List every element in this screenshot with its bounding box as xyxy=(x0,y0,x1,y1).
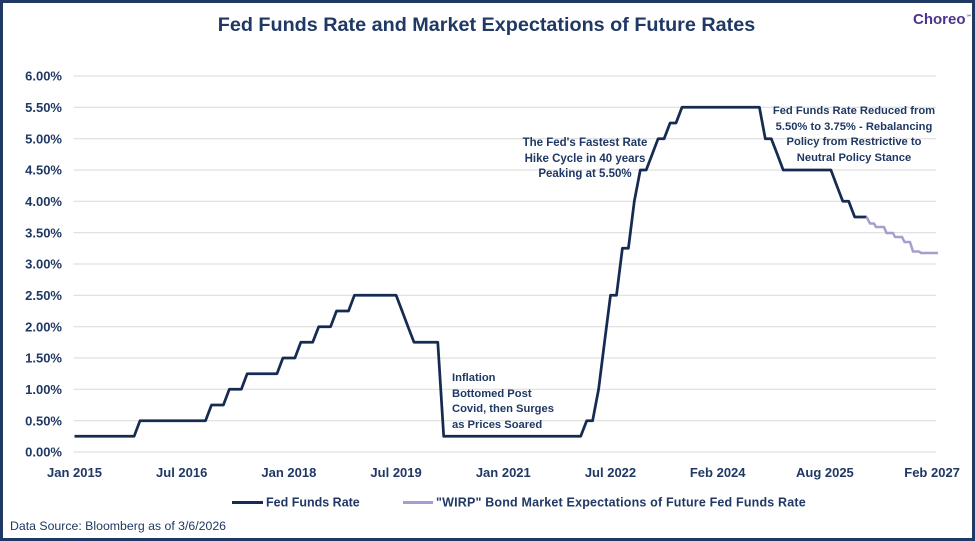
svg-text:Jan 2015: Jan 2015 xyxy=(47,465,102,480)
svg-text:Aug 2025: Aug 2025 xyxy=(796,465,854,480)
svg-text:2.00%: 2.00% xyxy=(25,319,62,334)
svg-text:Feb 2027: Feb 2027 xyxy=(904,465,960,480)
svg-text:2.50%: 2.50% xyxy=(25,288,62,303)
svg-text:5.50%: 5.50% xyxy=(25,100,62,115)
svg-text:"WIRP" Bond Market Expectation: "WIRP" Bond Market Expectations of Futur… xyxy=(436,496,806,510)
svg-text:Jul 2016: Jul 2016 xyxy=(156,465,207,480)
svg-text:3.00%: 3.00% xyxy=(25,257,62,272)
svg-text:5.00%: 5.00% xyxy=(25,131,62,146)
svg-text:1.50%: 1.50% xyxy=(25,351,62,366)
svg-text:Fed Funds Rate: Fed Funds Rate xyxy=(266,496,360,510)
svg-text:6.00%: 6.00% xyxy=(25,69,62,84)
svg-text:Jan 2021: Jan 2021 xyxy=(476,465,531,480)
svg-text:Feb 2024: Feb 2024 xyxy=(690,465,746,480)
svg-text:Jul 2022: Jul 2022 xyxy=(585,465,636,480)
svg-text:1.00%: 1.00% xyxy=(25,382,62,397)
svg-text:0.00%: 0.00% xyxy=(25,445,62,460)
svg-text:4.50%: 4.50% xyxy=(25,163,62,178)
svg-text:3.50%: 3.50% xyxy=(25,225,62,240)
svg-text:Jan 2018: Jan 2018 xyxy=(261,465,316,480)
svg-text:Jul 2019: Jul 2019 xyxy=(370,465,421,480)
svg-text:0.50%: 0.50% xyxy=(25,413,62,428)
svg-text:4.00%: 4.00% xyxy=(25,194,62,209)
